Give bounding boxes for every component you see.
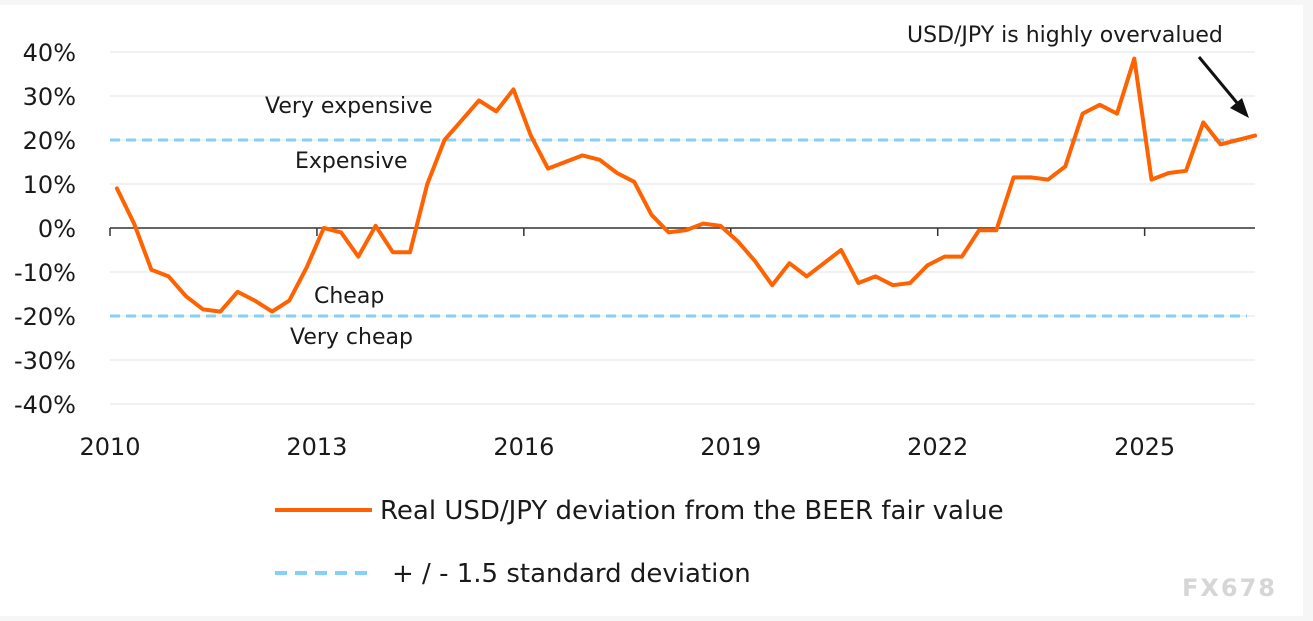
x-tick-label: 2016 [493,433,554,461]
x-tick-label: 2022 [907,433,968,461]
x-tick-label: 2013 [286,433,347,461]
legend-dashed-label: + / - 1.5 standard deviation [392,559,751,589]
zone-label-expensive: Expensive [295,149,408,174]
y-tick-label: 40% [23,39,76,67]
legend: Real USD/JPY deviation from the BEER fai… [275,496,1004,589]
watermark-text: FX678 [1182,574,1277,602]
annotation-arrowhead [1230,98,1249,118]
zone-labels: Very expensive Expensive Cheap Very chea… [265,94,433,350]
std-dev-bands [110,138,1247,318]
x-tick-label: 2010 [79,433,140,461]
zone-label-very-expensive: Very expensive [265,94,433,119]
zone-label-very-cheap: Very cheap [290,325,413,350]
annotation-arrow-line [1197,56,1245,111]
y-tick-label: 20% [23,127,76,155]
zone-label-cheap: Cheap [314,284,384,309]
overvalued-annotation: USD/JPY is highly overvalued [907,23,1249,118]
x-axis: 2010 2013 2016 2019 2022 2025 [79,228,1175,461]
y-tick-label: -40% [14,391,76,419]
y-axis: 40% 30% 20% 10% 0% -10% -20% -30% -40% [14,39,76,419]
x-tick-label: 2025 [1114,433,1175,461]
x-tick-label: 2019 [700,433,761,461]
y-tick-label: 10% [23,171,76,199]
y-tick-label: 0% [38,215,76,243]
gridlines [110,51,1255,405]
series-lines [114,56,1257,314]
annotation-overvalued: USD/JPY is highly overvalued [907,23,1223,48]
y-tick-label: -30% [14,347,76,375]
y-tick-label: 30% [23,83,76,111]
y-tick-label: -20% [14,303,76,331]
y-tick-label: -10% [14,259,76,287]
legend-line-label: Real USD/JPY deviation from the BEER fai… [380,496,1004,526]
series-line-usdjpy-deviation [114,56,1257,314]
